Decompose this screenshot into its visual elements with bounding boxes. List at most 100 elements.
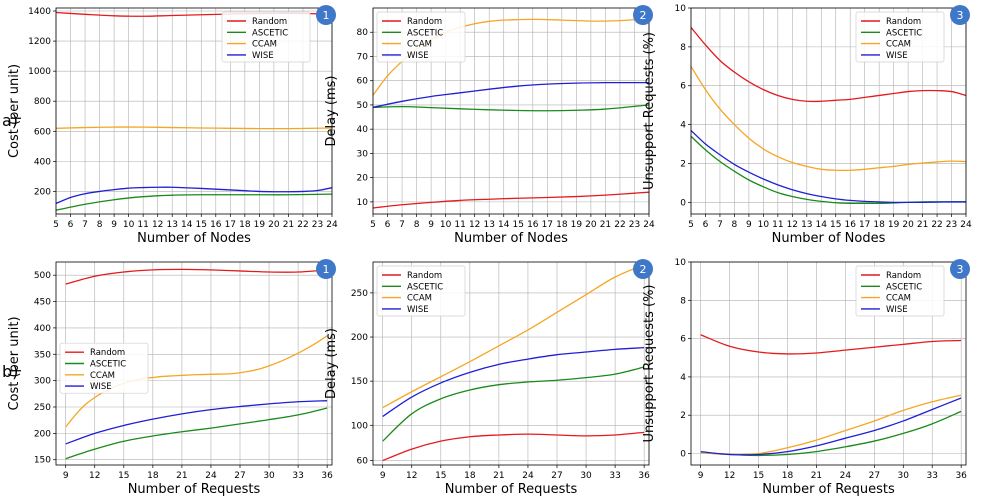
x-tick-label: 15	[513, 220, 524, 230]
x-tick-label: 18	[464, 471, 476, 481]
x-tick-label: 18	[147, 471, 159, 481]
x-tick-label: 20	[585, 220, 597, 230]
x-tick-label: 36	[321, 471, 333, 481]
x-tick-label: 36	[638, 471, 650, 481]
y-tick-label: 0	[680, 450, 686, 460]
x-tick-label: 18	[556, 220, 568, 230]
x-tick-label: 15	[753, 471, 764, 481]
y-tick-label: 200	[351, 333, 368, 343]
y-axis-label: Delay (ms)	[324, 76, 339, 147]
series-line-wise	[700, 397, 962, 456]
y-tick-label: 60	[357, 77, 369, 87]
panel-number-badge	[950, 259, 970, 279]
plot-frame	[372, 7, 650, 215]
x-tick-label: 12	[152, 220, 163, 230]
x-tick-label: 6	[68, 220, 74, 230]
y-tick-label: 2	[680, 411, 686, 421]
plot-frame	[55, 261, 333, 466]
legend-label-ccam: CCAM	[252, 40, 277, 50]
x-tick-label: 13	[483, 220, 494, 230]
panel-number: 2	[640, 9, 647, 22]
y-tick-label: 20	[357, 174, 369, 184]
x-tick-label: 17	[225, 220, 236, 230]
x-tick-label: 10	[440, 220, 452, 230]
y-tick-label: 300	[34, 377, 51, 387]
x-tick-label: 20	[268, 220, 280, 230]
x-tick-label: 9	[428, 220, 434, 230]
x-tick-label: 9	[698, 471, 704, 481]
panel-number-badge	[316, 259, 336, 279]
series-line-random	[372, 191, 650, 209]
x-tick-label: 16	[844, 220, 856, 230]
x-tick-label: 9	[111, 220, 117, 230]
legend-label-wise: WISE	[886, 51, 908, 61]
x-tick-label: 18	[239, 220, 251, 230]
series-line-ascetic	[700, 410, 962, 457]
x-tick-label: 12	[89, 471, 100, 481]
series-line-random	[690, 27, 967, 103]
x-tick-label: 27	[551, 471, 562, 481]
y-tick-label: 50	[357, 101, 369, 111]
series-line-random	[700, 334, 962, 355]
legend-box	[855, 11, 945, 63]
x-tick-label: 21	[600, 220, 611, 230]
x-tick-label: 5	[53, 220, 59, 230]
x-tick-label: 15	[830, 220, 841, 230]
x-tick-label: 9	[746, 220, 752, 230]
legend-label-ccam: CCAM	[886, 294, 911, 304]
x-tick-label: 15	[196, 220, 207, 230]
y-tick-label: 500	[34, 271, 51, 281]
legend-label-ascetic: ASCETIC	[90, 360, 126, 370]
series-line-ccam	[690, 65, 967, 172]
plot-frame	[690, 261, 967, 466]
legend-label-random: Random	[90, 348, 125, 358]
y-tick-label: 1000	[28, 67, 51, 77]
x-tick-label: 11	[772, 220, 783, 230]
x-tick-label: 33	[609, 471, 620, 481]
x-tick-label: 6	[703, 220, 709, 230]
y-tick-label: 450	[34, 298, 51, 308]
x-tick-label: 30	[263, 471, 275, 481]
legend-label-ccam: CCAM	[407, 294, 432, 304]
series-line-wise	[382, 346, 645, 418]
legend-label-ascetic: ASCETIC	[407, 28, 443, 38]
x-tick-label: 9	[63, 471, 69, 481]
plot-frame	[372, 261, 650, 466]
y-tick-label: 100	[351, 421, 368, 431]
series-line-random	[382, 431, 645, 462]
y-tick-label: 350	[34, 350, 51, 360]
y-tick-label: 150	[34, 456, 51, 466]
y-tick-label: 6	[680, 82, 686, 92]
x-tick-label: 13	[801, 220, 812, 230]
x-tick-label: 21	[917, 220, 928, 230]
y-tick-label: 80	[357, 28, 369, 38]
x-tick-label: 11	[454, 220, 465, 230]
chart-a1: 5 6 7 8 9 10 11 12 13 14 15 16 17 18 19 20 21 22 23 24 200 40…	[7, 5, 338, 246]
panel-number: 1	[323, 263, 330, 276]
y-tick-label: 6	[680, 335, 686, 345]
x-tick-label: 11	[137, 220, 148, 230]
plot-frame	[55, 7, 333, 215]
x-tick-label: 27	[234, 471, 245, 481]
x-tick-label: 21	[811, 471, 822, 481]
x-tick-label: 17	[542, 220, 553, 230]
series-line-random	[65, 268, 328, 285]
x-tick-label: 23	[312, 220, 323, 230]
x-tick-label: 7	[399, 220, 405, 230]
legend-box	[376, 265, 466, 317]
y-tick-label: 400	[34, 324, 51, 334]
y-axis-label: Unsupport Requests (%)	[642, 284, 657, 442]
panel-number: 1	[323, 9, 330, 22]
x-axis-label: Number of Nodes	[137, 231, 251, 246]
x-tick-label: 23	[946, 220, 957, 230]
y-tick-label: 200	[34, 429, 51, 439]
x-tick-label: 8	[414, 220, 420, 230]
y-tick-label: 0	[680, 198, 686, 208]
x-tick-label: 19	[888, 220, 900, 230]
y-axis-label: Cost (per unit)	[7, 64, 22, 158]
panel-number-badge	[633, 259, 653, 279]
y-tick-label: 800	[34, 97, 51, 107]
